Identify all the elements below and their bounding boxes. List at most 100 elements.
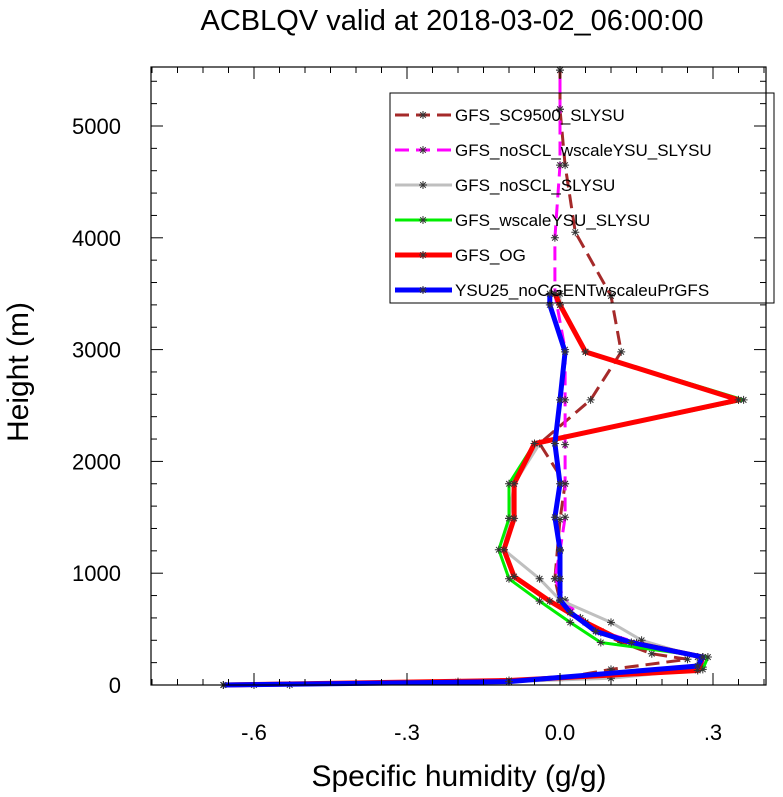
series-line — [223, 293, 706, 688]
data-point — [550, 513, 559, 522]
data-point — [550, 439, 559, 448]
data-point — [556, 596, 564, 605]
data-point — [607, 674, 615, 683]
y-tick-label: 2000 — [72, 449, 121, 474]
data-point — [561, 479, 570, 488]
series-line — [223, 70, 705, 687]
data-point — [556, 161, 564, 170]
legend-item: GFS_OG — [395, 246, 526, 265]
data-point — [586, 395, 595, 404]
data-point — [510, 572, 519, 581]
series-line — [223, 293, 746, 687]
data-point — [561, 513, 570, 522]
y-tick-label: 1000 — [72, 561, 121, 586]
legend-label: YSU25_noCGENTwscaleuPrGFS — [455, 281, 709, 300]
data-point — [607, 291, 615, 300]
data-point — [683, 655, 692, 664]
data-point — [698, 665, 707, 674]
x-axis-label: Specific humidity (g/g) — [311, 760, 606, 793]
data-point — [499, 545, 508, 554]
legend-marker — [419, 111, 427, 119]
data-point — [617, 347, 626, 356]
y-tick-label: 4000 — [72, 226, 121, 251]
data-point — [545, 289, 554, 298]
data-point — [561, 161, 570, 170]
legend-marker — [419, 181, 427, 189]
data-point — [545, 300, 554, 309]
series-line — [253, 293, 740, 687]
data-point — [556, 300, 564, 309]
legend: GFS_SC9500_SLYSU GFS_noSCL_wscaleYSU_SLYS… — [389, 92, 775, 304]
data-point — [739, 395, 748, 404]
series-4 — [219, 289, 748, 689]
data-point — [556, 105, 564, 114]
data-point — [535, 574, 544, 583]
series-line — [223, 292, 741, 688]
x-tick-label: -.6 — [241, 720, 267, 745]
data-point — [535, 597, 544, 606]
x-tick-label: 0.0 — [545, 720, 576, 745]
legend-label: GFS_wscaleYSU_SLYSU — [455, 211, 650, 230]
data-point — [556, 289, 564, 298]
legend-label: GFS_SC9500_SLYSU — [455, 106, 625, 125]
data-point — [545, 597, 554, 606]
legend-marker — [419, 251, 427, 259]
chart-title: ACBLQV valid at 2018-03-02_06:00:00 — [200, 5, 703, 37]
data-point — [581, 347, 590, 356]
data-point — [556, 479, 564, 488]
data-point — [637, 636, 646, 645]
data-point — [561, 347, 570, 356]
data-point — [550, 233, 559, 242]
legend-marker — [419, 216, 427, 224]
x-axis-ticks: -.6 -.3 0.0 .3 — [151, 67, 765, 745]
legend-marker — [419, 286, 427, 294]
data-point — [505, 574, 513, 583]
data-point — [591, 627, 600, 636]
data-point — [561, 440, 570, 449]
legend-item: GFS_wscaleYSU_SLYSU — [395, 211, 650, 230]
data-point — [550, 574, 559, 583]
data-point — [693, 666, 702, 675]
data-point — [734, 395, 743, 404]
data-point — [556, 395, 564, 404]
data-point — [596, 638, 605, 647]
data-point — [510, 479, 519, 488]
data-point — [550, 289, 559, 298]
data-point — [556, 574, 564, 583]
data-point — [505, 514, 513, 523]
data-point — [607, 618, 615, 627]
data-point — [607, 665, 615, 674]
data-point — [561, 596, 570, 605]
legend-item: GFS_noSCL_wscaleYSU_SLYSU — [395, 141, 712, 160]
data-point — [556, 515, 564, 524]
data-point — [571, 228, 580, 237]
legend-label: GFS_OG — [455, 246, 526, 265]
data-point — [530, 439, 539, 448]
series-5 — [219, 289, 743, 689]
data-point — [510, 514, 519, 523]
legend-box — [389, 92, 775, 304]
series-6 — [219, 289, 707, 689]
legend-marker — [419, 146, 427, 154]
data-point — [627, 638, 636, 647]
data-point — [556, 545, 564, 554]
y-tick-label: 5000 — [72, 114, 121, 139]
data-point — [561, 395, 570, 404]
legend-item: GFS_SC9500_SLYSU — [395, 106, 625, 125]
y-tick-label: 3000 — [72, 338, 121, 363]
legend-label: GFS_noSCL_wscaleYSU_SLYSU — [455, 141, 712, 160]
data-point — [566, 618, 575, 627]
series-layer — [219, 66, 748, 689]
series-line — [289, 70, 689, 687]
legend-label: GFS_noSCL_SLYSU — [455, 176, 615, 195]
y-axis-label: Height (m) — [2, 302, 35, 442]
legend-item: YSU25_noCGENTwscaleuPrGFS — [395, 281, 709, 300]
y-axis-ticks: 0 1000 2000 3000 4000 5000 — [72, 80, 766, 698]
data-point — [703, 653, 712, 662]
y-tick-label: 0 — [109, 673, 121, 698]
data-point — [494, 545, 503, 554]
x-tick-label: -.3 — [394, 720, 420, 745]
data-point — [505, 479, 513, 488]
x-tick-label: .3 — [704, 720, 722, 745]
